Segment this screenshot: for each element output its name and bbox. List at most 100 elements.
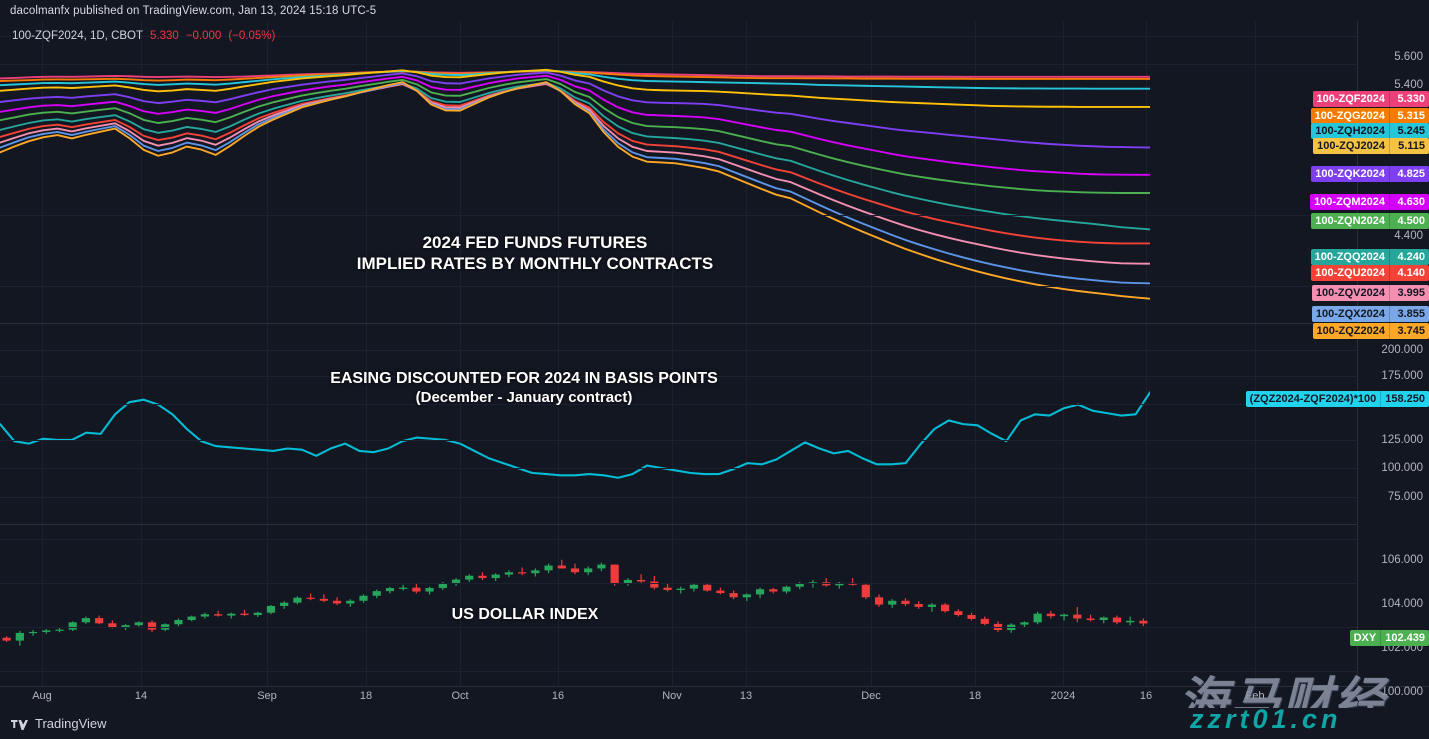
- pane-easing-spread[interactable]: [0, 323, 1429, 524]
- price-tag-spread[interactable]: (ZQZ2024-ZQF2024)*100 158.250: [1245, 391, 1429, 407]
- candlestick: [372, 589, 381, 599]
- pane-us-dollar-index[interactable]: [0, 524, 1429, 686]
- price-tag-futures[interactable]: 100-ZQM2024 4.630: [1310, 194, 1429, 210]
- price-tag-futures[interactable]: 100-ZQK2024 4.825: [1311, 166, 1429, 182]
- price-tag-futures[interactable]: 100-ZQG2024 5.315: [1310, 108, 1429, 124]
- price-tag-value: 5.330: [1389, 91, 1429, 107]
- candle-body: [372, 591, 381, 596]
- grid-line-vertical: [1255, 21, 1256, 708]
- candlestick: [703, 582, 712, 592]
- candlestick: [1059, 613, 1069, 621]
- price-tag-futures[interactable]: 100-ZQU2024 4.140: [1311, 265, 1429, 281]
- candlestick: [491, 573, 500, 581]
- price-tag-value: 102.439: [1380, 630, 1429, 646]
- price-axis-label: 100.000: [1381, 686, 1423, 698]
- pane-fed-funds-rates[interactable]: [0, 21, 1429, 323]
- price-tag-futures[interactable]: 100-ZQV2024 3.995: [1311, 285, 1429, 301]
- candlestick: [28, 630, 38, 636]
- grid-line-vertical: [1063, 21, 1064, 708]
- candlestick: [1046, 610, 1055, 619]
- candlestick: [1086, 614, 1095, 622]
- candle-body: [544, 565, 553, 571]
- price-tag-futures[interactable]: 100-ZQN2024 4.500: [1311, 213, 1429, 229]
- price-tag-futures[interactable]: 100-ZQJ2024 5.115: [1313, 138, 1429, 154]
- price-tag-futures[interactable]: 100-ZQX2024 3.855: [1311, 306, 1429, 322]
- candlestick: [451, 578, 461, 586]
- spread-line: [0, 392, 1150, 477]
- price-tag-value: 5.315: [1389, 108, 1429, 124]
- annotation-line-2: (December - January contract): [415, 388, 633, 406]
- rate-line-100-ZQM2024: [0, 76, 1150, 175]
- grid-line-vertical: [141, 21, 142, 708]
- candlestick: [623, 578, 632, 586]
- price-tag-futures[interactable]: 100-ZQQ2024 4.240: [1310, 249, 1429, 265]
- candlestick: [1020, 621, 1029, 628]
- annotation-dxy-title: US DOLLAR INDEX: [451, 606, 599, 623]
- price-tag-label: 100-ZQV2024: [1315, 287, 1385, 299]
- candle-body: [782, 586, 791, 592]
- candle-body: [399, 587, 408, 589]
- candlestick: [55, 628, 64, 633]
- candle-body: [716, 590, 725, 594]
- candlestick: [2, 636, 11, 642]
- candlestick: [174, 618, 183, 627]
- grid-line-vertical: [672, 21, 673, 708]
- price-tag-label: 100-ZQU2024: [1315, 267, 1385, 279]
- candlestick: [729, 590, 738, 600]
- candle-body: [1020, 622, 1029, 625]
- candlestick: [253, 611, 262, 617]
- chart-container[interactable]: 2024 FED FUNDS FUTURES IMPLIED RATES BY …: [0, 21, 1429, 729]
- candlestick: [636, 574, 646, 583]
- legend-symbol-text[interactable]: 100-ZQF2024, 1D, CBOT: [12, 30, 144, 42]
- candle-body: [385, 588, 395, 592]
- grid-line-horizontal: [0, 350, 1357, 351]
- candlestick: [676, 586, 685, 594]
- candle-body: [676, 588, 685, 590]
- candlestick: [319, 594, 328, 603]
- candle-body: [1086, 618, 1095, 621]
- grid-line-horizontal: [0, 440, 1357, 441]
- candle-body: [491, 574, 500, 579]
- grid-line-horizontal: [0, 404, 1357, 405]
- rate-line-100-ZQZ2024: [0, 82, 1150, 299]
- pane-divider[interactable]: [0, 524, 1429, 525]
- price-tag-label: 100-ZQZ2024: [1316, 325, 1385, 337]
- price-axis-label: 104.000: [1381, 598, 1423, 610]
- candle-body: [266, 605, 276, 613]
- candle-body: [214, 614, 223, 616]
- candle-body: [28, 631, 38, 634]
- candle-body: [941, 604, 950, 612]
- time-axis-tick: Dec: [861, 690, 881, 702]
- price-tag-futures[interactable]: 100-ZQF2024 5.330: [1312, 91, 1429, 107]
- candlestick: [399, 584, 408, 591]
- candle-body: [610, 564, 619, 584]
- rates-lines-svg: [0, 21, 1150, 323]
- candle-body: [650, 581, 659, 588]
- candlestick: [1073, 606, 1082, 623]
- candle-body: [742, 594, 751, 598]
- price-axis-label: 4.400: [1394, 230, 1423, 242]
- candlestick: [95, 615, 104, 625]
- rate-line-100-ZQQ2024: [0, 83, 1150, 230]
- pane-divider[interactable]: [0, 323, 1429, 324]
- candle-body: [293, 597, 302, 603]
- price-tag-label: 100-ZQF2024: [1316, 93, 1385, 105]
- candlestick: [42, 629, 51, 634]
- price-tag-value: 4.140: [1389, 265, 1429, 281]
- price-tag-futures[interactable]: 100-ZQZ2024 3.745: [1312, 323, 1429, 339]
- legend-change: −0.000: [185, 30, 222, 42]
- time-axis-tick: 18: [968, 690, 982, 702]
- candlestick: [1007, 623, 1016, 633]
- rate-line-100-ZQJ2024: [0, 70, 1150, 107]
- candlestick: [134, 621, 143, 627]
- candlestick: [385, 586, 395, 594]
- grid-line-horizontal: [0, 215, 1357, 216]
- candlestick: [914, 601, 923, 609]
- time-scale[interactable]: Aug 14 Sep 18 Oct 16 Nov 13 Dec 18 2024 16 Feb: [0, 686, 1429, 708]
- candle-body: [927, 604, 936, 607]
- price-tag-dxy[interactable]: DXY 102.439: [1349, 630, 1429, 646]
- symbol-legend[interactable]: 100-ZQF2024, 1D, CBOT 5.330 −0.000 (−0.0…: [12, 30, 275, 42]
- watermark-url: zzrt01.cn: [1190, 704, 1342, 734]
- time-axis-tick: 16: [551, 690, 565, 702]
- price-tag-futures[interactable]: 100-ZQH2024 5.245: [1311, 123, 1429, 139]
